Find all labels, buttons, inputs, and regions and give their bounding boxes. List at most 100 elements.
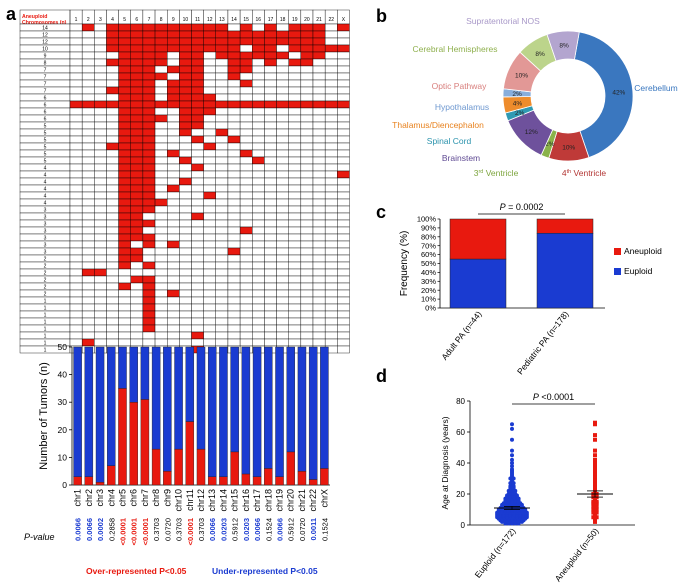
heatmap-cell-aneuploid [118,163,131,172]
heatmap-cell [215,289,229,298]
heatmap-cell [324,51,338,60]
heatmap-cell [154,254,168,263]
bar-aneuploid [95,482,105,486]
heatmap-cell [106,107,119,116]
heatmap-cell [203,65,216,74]
heatmap-col-label: 22 [328,17,334,23]
heatmap-cell-aneuploid [81,338,95,347]
heatmap-cell [203,177,216,186]
heatmap-cell [264,324,277,333]
heatmap-cell [94,156,107,165]
bar-euploid [107,346,116,466]
heatmap-cell [81,261,95,270]
heatmap-row-label: 4 [44,172,47,178]
heatmap-cell [300,107,314,116]
heatmap-cell [300,296,314,305]
heatmap-cell [69,51,83,60]
heatmap-cell [154,282,168,291]
heatmap-cell [191,240,204,249]
d-point-euploid [510,426,514,431]
bar-x-tick-label: chr19 [275,489,285,512]
bar-pvalue: 0.3703 [175,518,184,541]
heatmap-cell [203,268,216,277]
heatmap-cell-aneuploid [191,23,204,32]
heatmap-cell [252,149,265,158]
heatmap-cell [312,205,326,214]
bar-pvalue: 0.0720 [298,518,307,541]
heatmap-cell [312,163,326,172]
heatmap-cell [179,303,192,312]
d-point-euploid [510,422,514,427]
heatmap-cell [337,247,350,256]
heatmap-cell [324,233,338,242]
heatmap-cell [276,226,289,235]
heatmap-cell [300,331,314,340]
heatmap-cell [215,268,229,277]
heatmap-cell-aneuploid [288,58,302,67]
bar-x-tick-label: chr10 [174,489,184,512]
heatmap-cell [81,282,95,291]
heatmap-cell [106,317,119,326]
heatmap-cell [300,198,314,207]
bar-x-tick-label: chr16 [241,489,251,512]
heatmap-cell-aneuploid [203,142,216,151]
heatmap-row-label: 7 [44,67,47,73]
heatmap-cell [300,205,314,214]
c-bar-aneuploid [536,218,594,234]
heatmap-cell [81,317,95,326]
heatmap-cell [239,310,253,319]
heatmap-cell [324,324,338,333]
heatmap-cell [81,303,95,312]
heatmap-cell [276,44,289,53]
heatmap-cell-aneuploid [191,86,204,95]
heatmap-cell-aneuploid [142,296,156,305]
d-point-aneuploid [593,448,597,453]
heatmap-cell [337,135,350,144]
c-y-tick-label: 80% [421,232,436,241]
heatmap-cell [239,72,253,81]
bar-aneuploid [185,421,195,486]
heatmap-cell [227,170,241,179]
heatmap-cell [166,212,180,221]
heatmap-cell [300,114,314,123]
heatmap-cell-aneuploid [142,282,156,291]
heatmap-cell [94,331,107,340]
heatmap-cell [191,149,204,158]
heatmap-cell-aneuploid [203,37,216,46]
heatmap-cell [166,191,180,200]
heatmap-cell [94,51,107,60]
heatmap-cell-aneuploid [227,30,241,39]
heatmap-cell [288,247,302,256]
d-x-tick-label: Aneuploid (n=50) [553,526,601,583]
heatmap-cell [276,247,289,256]
heatmap-cell [81,44,95,53]
heatmap-cell [252,177,265,186]
heatmap-cell [118,338,131,347]
heatmap-cell [227,296,241,305]
heatmap-cell [106,156,119,165]
heatmap-cell [179,254,192,263]
d-point-aneuploid [593,467,597,472]
heatmap-cell [215,275,229,284]
heatmap-cell-aneuploid [191,58,204,67]
d-point-euploid [510,453,514,458]
heatmap-cell [215,261,229,270]
heatmap-cell [227,93,241,102]
heatmap-cell [276,282,289,291]
heatmap-cell [154,240,168,249]
bar-x-tick-label: chr15 [230,489,240,512]
heatmap-cell [69,128,83,137]
heatmap-cell [166,268,180,277]
heatmap-cell [264,317,277,326]
heatmap-cell-aneuploid [106,37,119,46]
heatmap-cell [191,275,204,284]
heatmap-col-label: 10 [183,17,189,23]
heatmap-cell [154,79,168,88]
heatmap-cell [288,331,302,340]
heatmap-cell [264,128,277,137]
heatmap-cell [337,226,350,235]
bar-euploid [308,346,318,480]
heatmap-cell [203,289,216,298]
heatmap-cell [288,198,302,207]
heatmap-cell [324,310,338,319]
